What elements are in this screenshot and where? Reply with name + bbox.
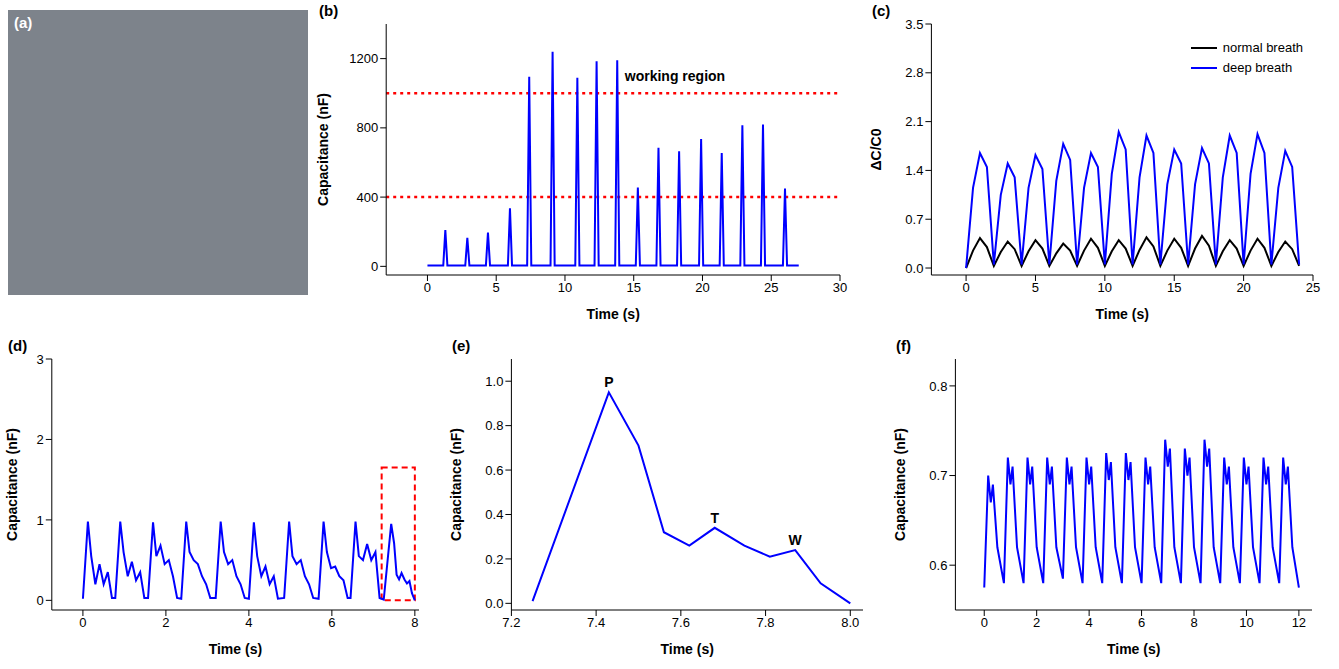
svg-text:8.0: 8.0 — [841, 615, 859, 630]
svg-text:Capacitance (nF): Capacitance (nF) — [315, 93, 331, 206]
svg-text:W: W — [789, 532, 803, 548]
svg-text:0.8: 0.8 — [485, 418, 503, 433]
svg-text:20: 20 — [695, 280, 709, 295]
svg-text:7.8: 7.8 — [757, 615, 775, 630]
svg-text:7.6: 7.6 — [672, 615, 690, 630]
svg-text:5: 5 — [493, 280, 500, 295]
svg-text:working region: working region — [624, 68, 725, 84]
svg-text:0.7: 0.7 — [929, 468, 947, 483]
html-text:normal breath: normal breath — [1222, 40, 1303, 55]
svg-text:2: 2 — [162, 615, 169, 630]
svg-text:0.0: 0.0 — [905, 261, 923, 276]
html-text:(c): (c) — [872, 2, 891, 19]
svg-text:7.4: 7.4 — [587, 615, 605, 630]
svg-text:0.8: 0.8 — [929, 379, 947, 394]
svg-text:800: 800 — [356, 120, 378, 135]
svg-text:4: 4 — [245, 615, 252, 630]
svg-text:1: 1 — [37, 513, 44, 528]
svg-text:0: 0 — [981, 615, 988, 630]
svg-text:Time (s): Time (s) — [1095, 306, 1148, 322]
svg-text:3.5: 3.5 — [905, 17, 923, 32]
svg-text:Time (s): Time (s) — [586, 306, 639, 322]
svg-text:15: 15 — [626, 280, 640, 295]
svg-text:10: 10 — [1098, 280, 1112, 295]
svg-text:5: 5 — [1032, 280, 1039, 295]
svg-text:20: 20 — [1236, 280, 1250, 295]
svg-text:10: 10 — [558, 280, 572, 295]
svg-text:7.2: 7.2 — [502, 615, 520, 630]
svg-text:8: 8 — [1190, 615, 1197, 630]
svg-text:1.0: 1.0 — [485, 374, 503, 389]
svg-text:2.8: 2.8 — [905, 65, 923, 80]
svg-text:400: 400 — [356, 190, 378, 205]
svg-text:25: 25 — [764, 280, 778, 295]
svg-text:6: 6 — [1138, 615, 1145, 630]
svg-text:0: 0 — [79, 615, 86, 630]
svg-text:6: 6 — [328, 615, 335, 630]
svg-text:Capacitance (nF): Capacitance (nF) — [448, 428, 464, 541]
svg-text:P: P — [604, 374, 613, 390]
svg-text:0: 0 — [371, 259, 378, 274]
svg-text:0.6: 0.6 — [485, 463, 503, 478]
html-text:(e): (e) — [452, 337, 471, 354]
svg-text:ΔC/C0: ΔC/C0 — [868, 128, 884, 170]
svg-text:Time (s): Time (s) — [1107, 641, 1160, 657]
html-text:(f): (f) — [896, 337, 911, 354]
svg-text:0.6: 0.6 — [929, 558, 947, 573]
svg-text:3: 3 — [37, 352, 44, 367]
svg-text:12: 12 — [1292, 615, 1306, 630]
svg-text:0: 0 — [37, 593, 44, 608]
svg-text:Time (s): Time (s) — [660, 641, 713, 657]
svg-text:0: 0 — [962, 280, 969, 295]
svg-text:25: 25 — [1306, 280, 1320, 295]
html-text:(b): (b) — [319, 2, 339, 19]
svg-text:10: 10 — [1239, 615, 1253, 630]
svg-text:2.1: 2.1 — [905, 114, 923, 129]
svg-text:30: 30 — [833, 280, 847, 295]
svg-text:Time (s): Time (s) — [209, 641, 262, 657]
svg-text:T: T — [710, 510, 719, 526]
svg-text:0.4: 0.4 — [485, 507, 503, 522]
svg-text:Capacitance (nF): Capacitance (nF) — [4, 428, 20, 541]
svg-text:0.0: 0.0 — [485, 596, 503, 611]
svg-text:4: 4 — [1086, 615, 1093, 630]
svg-text:Capacitance (nF): Capacitance (nF) — [892, 428, 908, 541]
svg-text:0.7: 0.7 — [905, 212, 923, 227]
svg-text:0.2: 0.2 — [485, 552, 503, 567]
svg-text:2: 2 — [1033, 615, 1040, 630]
svg-text:8: 8 — [411, 615, 418, 630]
html-text:deep breath: deep breath — [1222, 60, 1293, 75]
svg-text:1200: 1200 — [349, 51, 378, 66]
svg-text:15: 15 — [1167, 280, 1181, 295]
svg-text:1.4: 1.4 — [905, 163, 923, 178]
html-text:(a): (a) — [14, 14, 33, 31]
svg-text:0: 0 — [424, 280, 431, 295]
html-text:(d): (d) — [8, 337, 28, 354]
svg-text:2: 2 — [37, 432, 44, 447]
